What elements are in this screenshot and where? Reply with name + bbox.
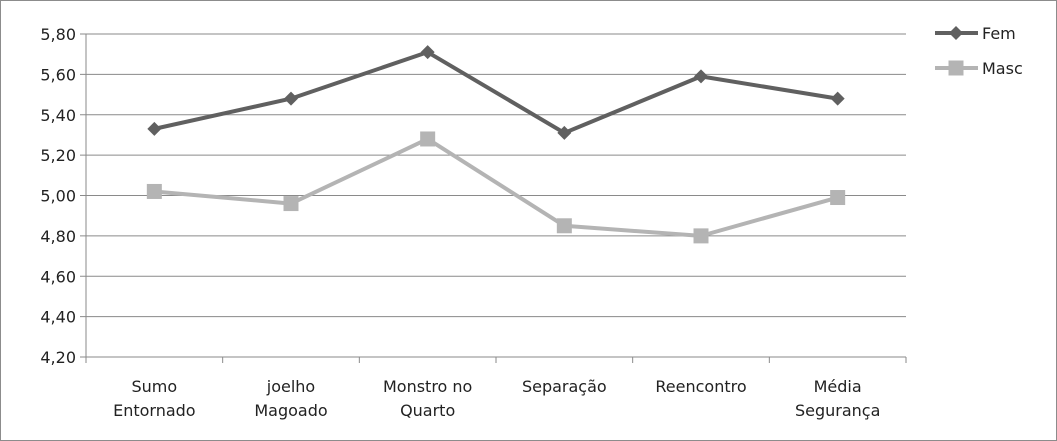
x-category-label: Sumo Entornado [113,377,196,420]
diamond-marker [420,45,435,60]
square-marker [693,228,709,244]
legend-item-fem: Fem [935,24,1016,43]
series-line [154,136,839,238]
x-category-label-line: Quarto [400,401,455,420]
x-category-label-line: Média [814,377,862,396]
x-category-label: Média Segurança [795,377,880,420]
square-marker [283,196,299,212]
square-marker [556,218,572,234]
x-category-label-line: joelho [266,377,315,396]
x-category-label: Monstro no Quarto [383,377,472,420]
legend-item-masc: Masc [935,59,1023,78]
series-group [146,45,846,244]
legend-label: Masc [982,59,1023,78]
x-category-label-line: Separação [522,377,607,396]
diamond-marker [147,121,162,136]
square-marker [948,60,964,76]
diamond-marker [949,26,963,40]
axes [80,33,907,363]
square-marker [420,131,436,147]
x-category-label-line: Reencontro [655,377,746,396]
series-masc [146,131,846,244]
y-tick-label: 5,60 [40,65,76,84]
y-tick-label: 4,80 [40,227,76,246]
y-tick-label: 4,60 [40,267,76,286]
x-category-label-line: Magoado [254,401,327,420]
legend: Fem Masc [935,24,1023,78]
x-category-label: Separação [522,377,607,396]
series-fem [147,45,845,140]
x-category-label-line: Entornado [113,401,196,420]
x-category-label-line: Monstro no [383,377,472,396]
x-tick-labels: Sumo Entornado joelho Magoado Monstro no Quar… [113,377,880,420]
diamond-marker [694,69,708,84]
y-tick-label: 4,40 [40,308,76,327]
diamond-marker [830,91,845,106]
y-tick-labels: 4,20 4,40 4,60 4,80 5,00 5,20 5,40 5,60 5,80 [40,25,76,367]
series-line [153,50,838,135]
x-category-label-line: Sumo [131,377,177,396]
y-tick-label: 5,40 [40,106,76,125]
diamond-marker [557,125,572,140]
y-tick-label: 5,00 [40,187,76,206]
y-tick-label: 5,80 [40,25,76,44]
square-marker [830,190,846,206]
diamond-marker [284,91,298,106]
x-category-label-line: Segurança [795,401,880,420]
x-category-label: Reencontro [655,377,746,396]
y-tick-label: 4,20 [40,348,76,367]
y-tick-label: 5,20 [40,146,76,165]
legend-label: Fem [982,24,1016,43]
x-category-label: joelho Magoado [254,377,327,420]
square-marker [146,183,162,199]
